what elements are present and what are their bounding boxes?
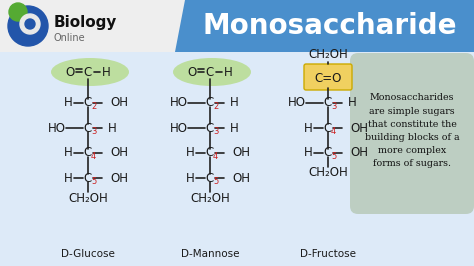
FancyBboxPatch shape [0,52,474,266]
Text: C: C [206,172,214,185]
Text: D-Mannose: D-Mannose [181,249,239,259]
Text: 5: 5 [331,152,336,161]
Text: 3: 3 [213,127,219,136]
Text: H: H [230,122,239,135]
Text: H: H [64,147,73,160]
Circle shape [9,3,27,21]
Text: C: C [206,65,214,78]
Text: OH: OH [350,147,368,160]
Text: C: C [84,147,92,160]
Text: H: H [224,65,232,78]
Text: CH₂OH: CH₂OH [68,192,108,205]
Text: 5: 5 [91,177,96,186]
Circle shape [20,14,40,34]
Text: Monosaccharides
are simple sugars
that constitute the
building blocks of a
more : Monosaccharides are simple sugars that c… [365,94,459,168]
Text: HO: HO [170,122,188,135]
Text: C: C [324,147,332,160]
Text: 3: 3 [91,127,96,136]
Text: H: H [108,122,117,135]
Ellipse shape [173,58,251,86]
Text: C: C [84,172,92,185]
Text: H: H [304,147,312,160]
Text: HO: HO [170,97,188,110]
Text: 4: 4 [213,152,218,161]
Text: C: C [206,97,214,110]
Text: O: O [65,65,74,78]
Text: 3: 3 [331,102,337,111]
Text: CH₂OH: CH₂OH [308,167,348,180]
Text: H: H [101,65,110,78]
Ellipse shape [51,58,129,86]
Text: O: O [187,65,197,78]
Text: 2: 2 [213,102,218,111]
Text: H: H [64,97,73,110]
Text: C: C [84,65,92,78]
Text: Biology: Biology [54,15,118,30]
Text: H: H [304,122,312,135]
FancyBboxPatch shape [304,64,352,90]
Text: H: H [186,172,194,185]
FancyBboxPatch shape [350,53,474,214]
Text: HO: HO [48,122,66,135]
Text: C: C [324,97,332,110]
Text: C=O: C=O [314,72,342,85]
Polygon shape [175,0,474,52]
Text: H: H [348,97,357,110]
Circle shape [25,19,35,29]
Text: C: C [84,122,92,135]
FancyBboxPatch shape [0,0,185,52]
Text: Monosaccharide: Monosaccharide [203,12,457,40]
Text: HO: HO [288,97,306,110]
Text: H: H [186,147,194,160]
Text: OH: OH [110,172,128,185]
Text: OH: OH [350,122,368,135]
Text: C: C [84,97,92,110]
Text: 4: 4 [91,152,96,161]
Text: CH₂OH: CH₂OH [308,48,348,60]
Text: C: C [206,122,214,135]
Text: 2: 2 [91,102,96,111]
Text: OH: OH [110,147,128,160]
Text: OH: OH [232,147,250,160]
Text: C: C [324,122,332,135]
Text: H: H [230,97,239,110]
Text: OH: OH [110,97,128,110]
Circle shape [8,6,48,46]
Text: C: C [206,147,214,160]
Text: 4: 4 [331,127,336,136]
Text: 5: 5 [213,177,218,186]
Text: Online: Online [54,33,86,43]
Text: OH: OH [232,172,250,185]
Text: CH₂OH: CH₂OH [190,192,230,205]
Text: D-Fructose: D-Fructose [300,249,356,259]
Text: H: H [64,172,73,185]
Text: D-Glucose: D-Glucose [61,249,115,259]
